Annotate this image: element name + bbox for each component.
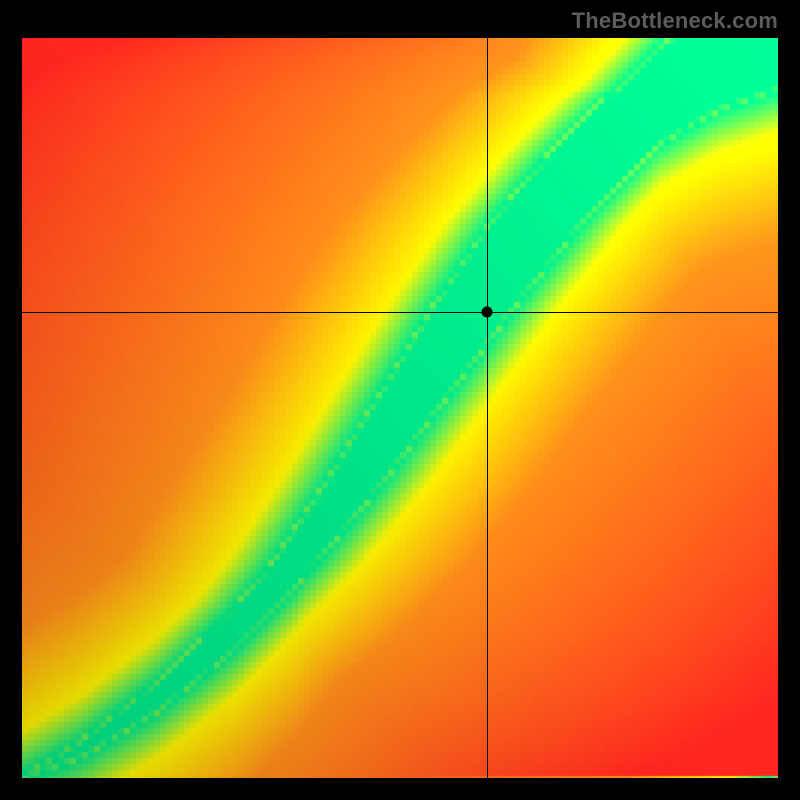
figure-container: { "watermark": "TheBottleneck.com", "plo… (0, 0, 800, 800)
crosshair-horizontal (22, 312, 778, 313)
crosshair-vertical (487, 38, 488, 778)
bottleneck-heatmap (22, 38, 778, 778)
heatmap-canvas (22, 38, 778, 778)
watermark-text: TheBottleneck.com (572, 8, 778, 34)
crosshair-marker (481, 306, 492, 317)
